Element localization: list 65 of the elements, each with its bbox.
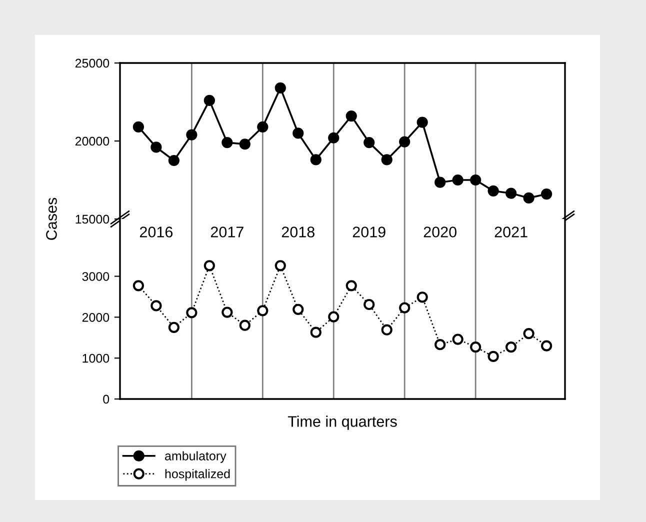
point	[292, 304, 304, 315]
point	[150, 142, 162, 153]
annotation: 2021	[494, 226, 528, 238]
annotation: 2017	[210, 226, 244, 238]
point	[257, 305, 268, 316]
point	[470, 341, 482, 353]
point	[470, 174, 482, 186]
point	[523, 328, 534, 340]
point	[204, 94, 215, 106]
point	[168, 322, 180, 333]
y-tick-label: 20000	[75, 136, 110, 146]
point	[364, 137, 375, 148]
annotation: 2019	[352, 226, 386, 238]
legend-label: ambulatory	[165, 451, 226, 463]
point	[222, 306, 233, 318]
point	[257, 121, 268, 133]
y-tick-label: 1000	[82, 354, 110, 363]
y-tick-label: 25000	[75, 58, 110, 68]
annotation: 2016	[140, 226, 173, 238]
legend-label: hospitalized	[165, 469, 230, 481]
point	[274, 260, 286, 272]
point	[150, 300, 162, 312]
point	[204, 260, 215, 272]
point	[488, 350, 499, 362]
x-axis-title: Time in quarters	[288, 416, 397, 430]
point	[328, 311, 340, 322]
point	[364, 298, 375, 310]
point	[399, 136, 410, 148]
point	[506, 188, 517, 199]
point	[274, 82, 286, 94]
y-tick-label: 15000	[76, 214, 110, 224]
point	[416, 116, 428, 128]
point	[434, 176, 446, 188]
point	[239, 138, 250, 150]
point	[452, 334, 464, 345]
point	[506, 341, 517, 353]
y-tick-label: 3000	[82, 272, 110, 281]
point	[346, 110, 357, 122]
point	[540, 188, 552, 200]
point	[328, 132, 340, 144]
point	[416, 292, 428, 303]
point	[186, 307, 198, 318]
point	[381, 324, 392, 336]
point	[132, 280, 144, 292]
point	[434, 339, 446, 350]
y-tick-label: 0	[103, 394, 110, 404]
point	[222, 137, 233, 148]
point	[132, 121, 144, 133]
point	[523, 192, 534, 204]
y-axis-title: Cases	[46, 198, 57, 240]
point	[310, 154, 322, 166]
annotation: 2020	[424, 226, 456, 238]
y-tick-label: 2000	[82, 312, 110, 322]
point	[381, 154, 392, 166]
point	[452, 174, 464, 186]
point	[399, 302, 410, 314]
point	[310, 326, 322, 338]
point	[488, 185, 499, 196]
point	[540, 340, 552, 352]
point	[346, 280, 357, 292]
annotation: 2018	[282, 226, 314, 238]
point	[186, 129, 198, 140]
point	[168, 154, 180, 166]
point	[239, 320, 250, 331]
point	[292, 128, 304, 139]
